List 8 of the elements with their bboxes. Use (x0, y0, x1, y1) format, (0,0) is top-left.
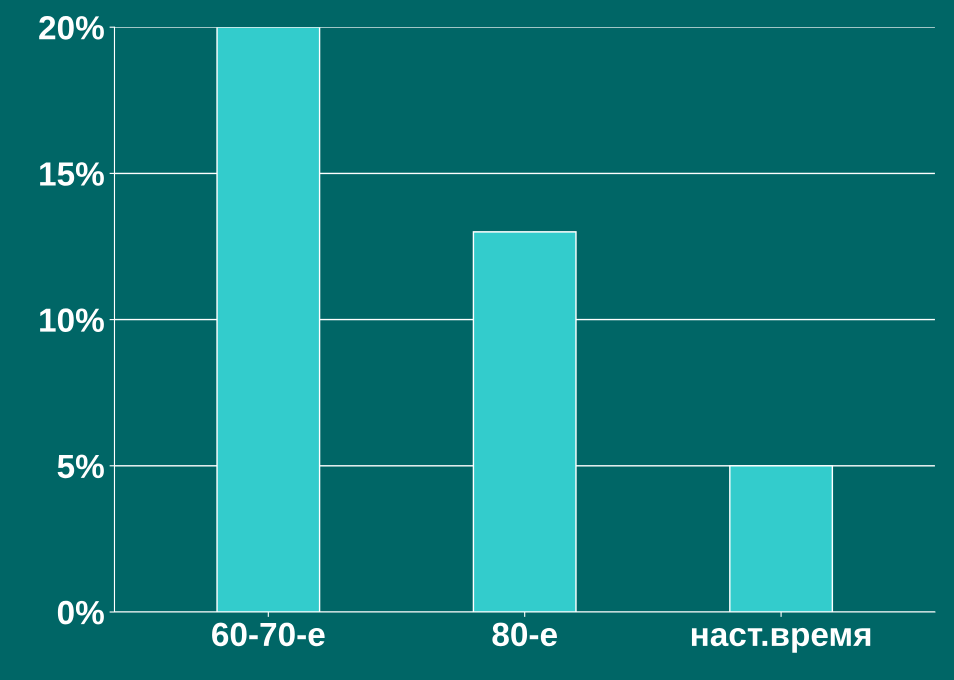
y-tick-label: 20% (39, 16, 104, 40)
x-tick-label: 60-70-е (212, 622, 325, 646)
x-tick-label: наст.время (692, 628, 870, 653)
y-tick-label: 0% (58, 600, 104, 624)
y-tick-label: 10% (40, 308, 104, 332)
x-tick-label: 80-е (492, 622, 557, 646)
y-tick-label: 15% (40, 162, 104, 186)
y-tick-label: 5% (58, 454, 104, 478)
